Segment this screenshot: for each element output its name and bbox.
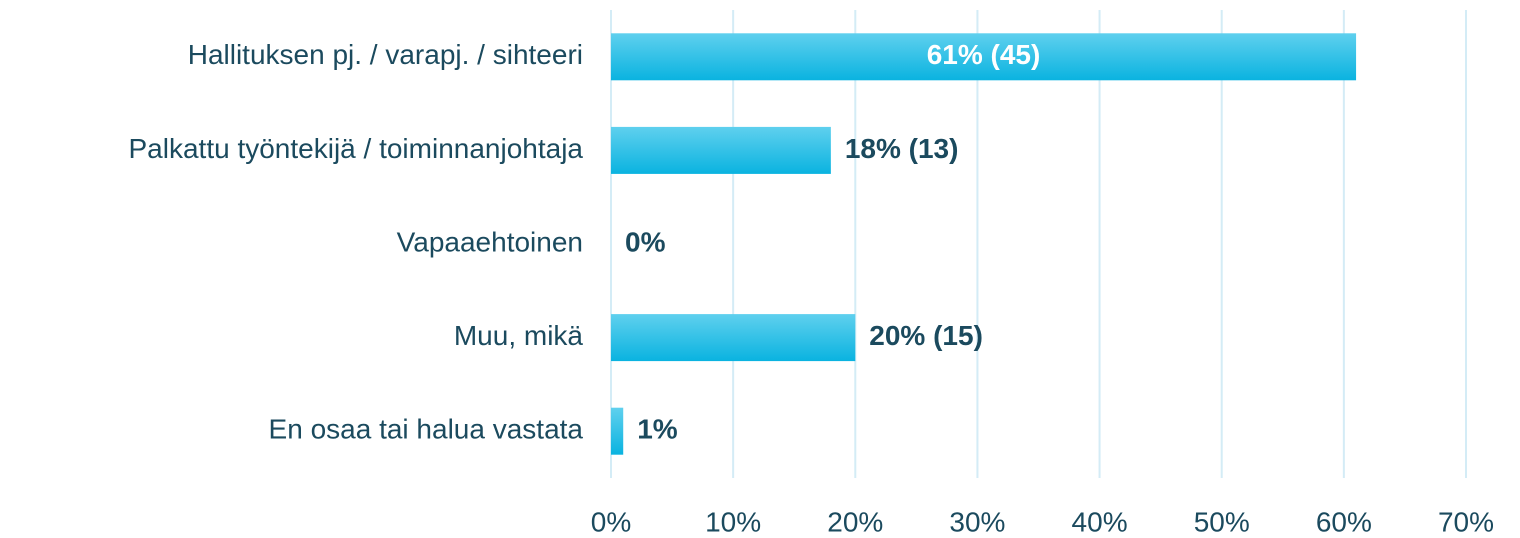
value-label: 0% [625,226,666,257]
value-label: 1% [637,414,678,445]
x-tick-label: 0% [591,506,631,537]
x-tick-label: 20% [827,506,883,537]
category-label: Vapaaehtoinen [397,226,583,257]
category-label: Muu, mikä [454,320,584,351]
x-tick-label: 40% [1072,506,1128,537]
bar [611,33,1357,81]
category-label: En osaa tai halua vastata [269,414,584,445]
category-label: Palkattu työntekijä / toiminnanjohtaja [129,133,584,164]
value-label: 20% (15) [869,320,983,351]
x-tick-label: 30% [949,506,1005,537]
x-tick-label: 10% [705,506,761,537]
x-tick-label: 70% [1438,506,1494,537]
bar [611,407,624,455]
bar [611,314,856,362]
x-tick-label: 60% [1316,506,1372,537]
x-tick-label: 50% [1194,506,1250,537]
value-label: 61% (45) [927,39,1041,70]
bar [611,126,831,174]
category-label: Hallituksen pj. / varapj. / sihteeri [188,39,583,70]
value-label: 18% (13) [845,133,959,164]
